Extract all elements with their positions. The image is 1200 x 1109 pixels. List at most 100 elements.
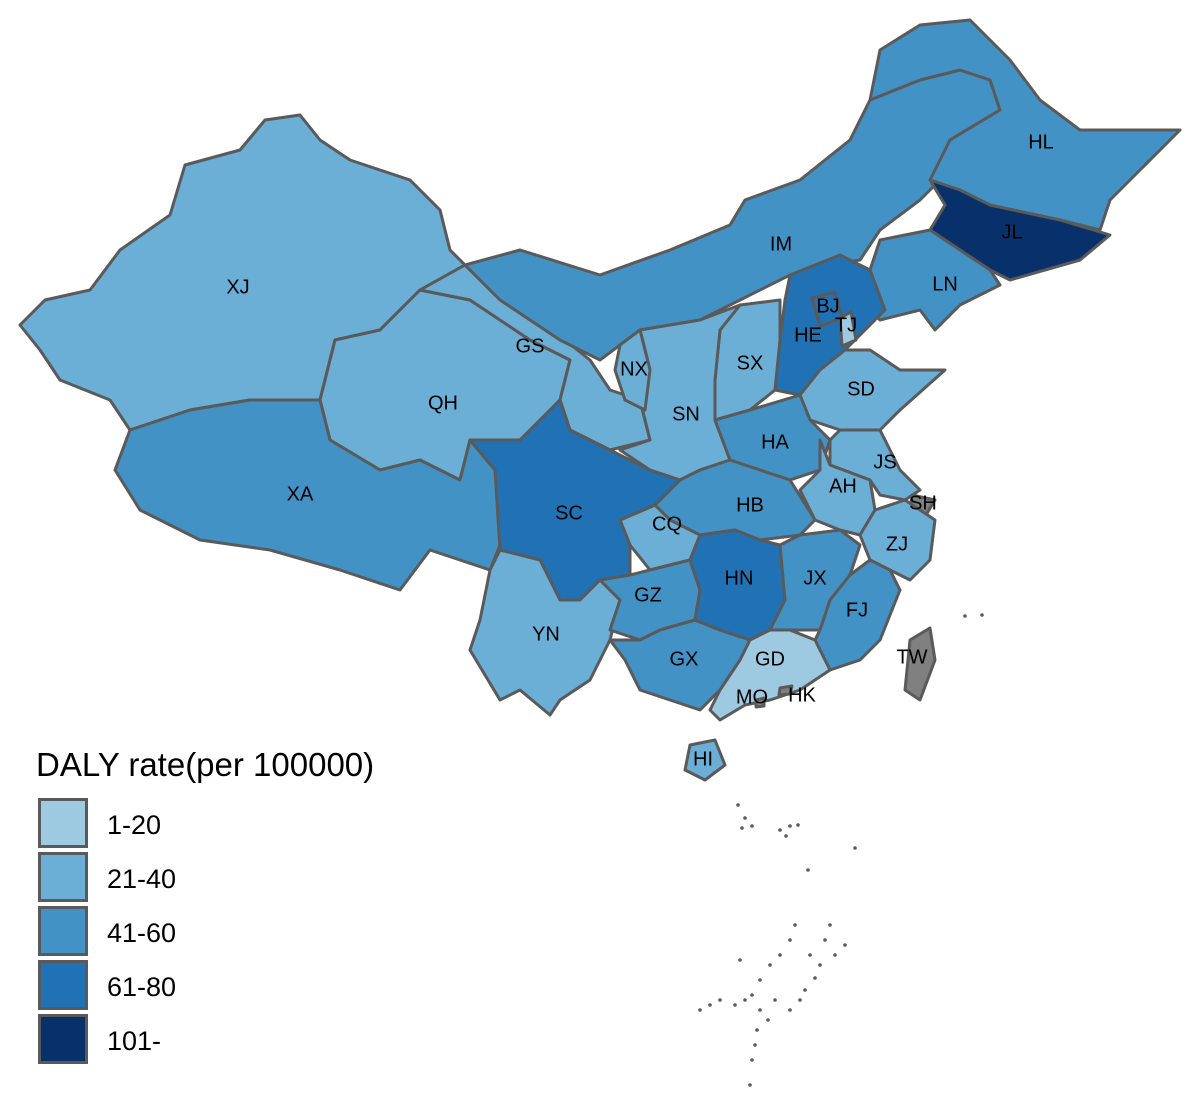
island-dot (793, 923, 797, 927)
island-dot (758, 1008, 762, 1012)
province-gd (708, 628, 832, 722)
province-ah (798, 438, 877, 537)
label-jl: JL (1001, 221, 1022, 243)
label-ah: AH (829, 475, 857, 497)
island-dot (798, 998, 802, 1002)
province-mo (754, 696, 766, 709)
island-dot (738, 958, 742, 962)
island-dot (823, 938, 827, 942)
label-zj: ZJ (886, 533, 908, 555)
island-dot (755, 1028, 759, 1032)
legend-label-101-plus: 101- (107, 1026, 162, 1056)
label-hb: HB (736, 494, 764, 516)
island-dot (698, 1008, 702, 1012)
legend-swatch-1-20 (38, 798, 88, 848)
island-dot (753, 1043, 757, 1047)
label-bj: BJ (816, 295, 839, 317)
south-sea-islands (698, 613, 984, 1087)
province-shapes (18, 18, 1182, 782)
island-dot (778, 953, 782, 957)
label-xa: XA (287, 483, 314, 505)
island-dot (750, 993, 754, 997)
island-dot (853, 846, 857, 850)
legend-swatch-61-80 (38, 960, 88, 1010)
legend-swatch-101-plus (38, 1014, 88, 1064)
province-hk (777, 684, 794, 697)
label-sd: SD (847, 378, 875, 400)
province-hl (868, 18, 1182, 232)
island-dot (963, 614, 967, 618)
legend-label-61-80: 61-80 (107, 972, 177, 1002)
label-fj: FJ (846, 599, 868, 621)
legend-label-21-40: 21-40 (107, 864, 177, 894)
province-sd (798, 348, 947, 432)
island-dot (768, 963, 772, 967)
island-dot (833, 953, 837, 957)
label-cq: CQ (652, 513, 682, 535)
label-ha: HA (761, 431, 789, 453)
province-tj (838, 310, 858, 348)
island-dot (788, 824, 792, 828)
island-dot (808, 953, 812, 957)
legend-label-1-20: 1-20 (107, 810, 162, 840)
island-dot (708, 1003, 712, 1007)
province-nx (613, 328, 652, 412)
label-yn: YN (532, 623, 560, 645)
legend-swatch-41-60 (38, 906, 88, 956)
label-mo: MO (736, 686, 768, 708)
island-dot (788, 1008, 792, 1012)
island-dot (750, 824, 754, 828)
island-dot (740, 826, 744, 830)
label-hk: HK (788, 684, 816, 706)
island-dot (788, 938, 792, 942)
province-fj (813, 558, 902, 672)
island-dot (828, 923, 832, 927)
legend-swatch-21-40 (38, 852, 88, 902)
legend-title: DALY rate(per 100000) (36, 746, 375, 783)
island-dot (784, 834, 788, 838)
label-tj: TJ (835, 314, 857, 336)
label-gx: GX (670, 648, 699, 670)
label-gd: GD (755, 648, 785, 670)
province-yn (468, 548, 622, 717)
label-nx: NX (620, 358, 648, 380)
label-qh: QH (428, 392, 458, 414)
island-dot (766, 1018, 770, 1022)
island-dot (813, 976, 817, 980)
label-tw: TW (896, 646, 927, 668)
label-gz: GZ (634, 584, 662, 606)
island-dot (778, 828, 782, 832)
label-sh: SH (909, 492, 937, 514)
label-hn: HN (725, 567, 754, 589)
island-dot (743, 816, 747, 820)
island-dot (748, 1083, 752, 1087)
island-dot (718, 998, 722, 1002)
label-hl: HL (1028, 131, 1054, 153)
island-dot (796, 823, 800, 827)
label-js: JS (873, 451, 896, 473)
island-dot (980, 613, 984, 617)
island-dot (818, 963, 822, 967)
island-dot (736, 803, 740, 807)
island-dot (733, 1003, 737, 1007)
label-sc: SC (555, 502, 583, 524)
label-jx: JX (803, 567, 826, 589)
island-dot (803, 988, 807, 992)
province-js (828, 428, 922, 502)
legend-label-41-60: 41-60 (107, 918, 177, 948)
island-dot (773, 998, 777, 1002)
province-jl (928, 178, 1112, 282)
province-hi (683, 738, 727, 782)
island-dot (758, 978, 762, 982)
province-tw (903, 626, 937, 702)
label-he: HE (794, 324, 822, 346)
island-dot (806, 868, 810, 872)
label-sx: SX (737, 352, 764, 374)
island-dot (843, 943, 847, 947)
label-hi: HI (693, 748, 713, 770)
label-xj: XJ (226, 276, 249, 298)
label-sn: SN (672, 403, 700, 425)
label-gs: GS (516, 335, 545, 357)
island-dot (743, 998, 747, 1002)
